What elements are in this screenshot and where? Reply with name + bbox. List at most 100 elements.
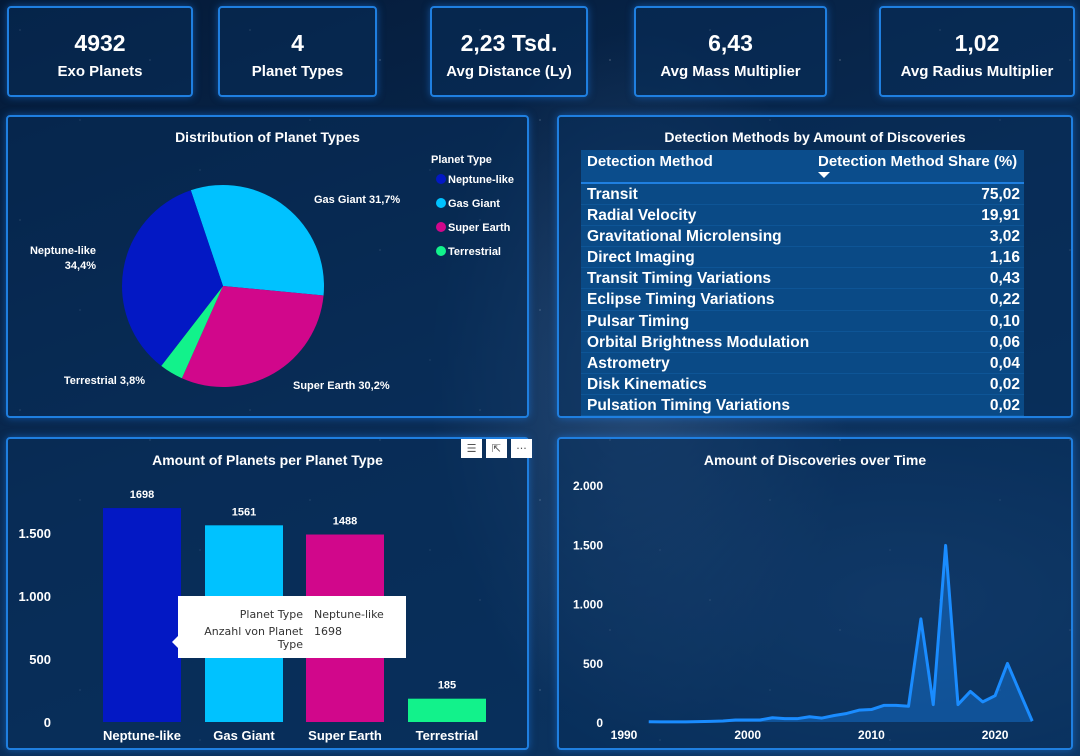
method-name: Pulsar Timing: [587, 312, 690, 330]
y-tick-label: 0: [44, 715, 51, 730]
line-chart-title: Amount of Discoveries over Time: [703, 452, 927, 468]
table-row[interactable]: Eclipse Timing Variations 0,22: [581, 289, 1024, 311]
table-row[interactable]: Pulsation Timing Variations 0,02: [581, 395, 1024, 417]
legend-item[interactable]: Super Earth: [448, 222, 511, 234]
pie-slice-terrestrial[interactable]: [161, 286, 223, 379]
column-header-method[interactable]: Detection Method: [587, 153, 713, 170]
table-row[interactable]: Gravitational Microlensing 3,02: [581, 226, 1024, 248]
pie-slice-super-earth[interactable]: [181, 286, 324, 387]
y-tick-label: 1.500: [573, 538, 603, 552]
method-share: 19,91: [981, 207, 1020, 225]
method-share: 75,02: [981, 186, 1020, 203]
kpi-value: 2,23 Tsd.: [460, 30, 558, 56]
kpi-label: Planet Types: [251, 63, 344, 80]
x-tick-label: 2010: [858, 728, 885, 742]
method-share: 0,02: [989, 375, 1020, 393]
method-name: Orbital Brightness Modulation: [587, 333, 810, 351]
pie-slice-neptune-like[interactable]: [122, 190, 223, 366]
bar-data-label: 1488: [333, 516, 357, 528]
y-tick-label: 1.000: [573, 598, 603, 612]
method-share: 0,02: [989, 396, 1020, 414]
pie-data-label: Super Earth 30,2%: [293, 380, 390, 392]
table-row[interactable]: Direct Imaging 1,16: [581, 247, 1024, 269]
tooltip-key: Planet Type: [239, 608, 303, 621]
tooltip-key: Anzahl von Planet Type: [204, 625, 303, 651]
method-share: 0,22: [989, 291, 1020, 309]
legend-marker: [436, 222, 446, 232]
x-tick-label: 2000: [734, 728, 761, 742]
tooltip-value: 1698: [314, 625, 342, 638]
kpi-avg-radius: 1,02 Avg Radius Multiplier: [879, 6, 1075, 97]
pie-slice-gas-giant[interactable]: [190, 185, 324, 296]
method-name: Direct Imaging: [587, 249, 695, 267]
column-header-share[interactable]: Detection Method Share (%): [818, 153, 1017, 182]
table-row[interactable]: Astrometry 0,04: [581, 353, 1024, 374]
detection-methods-table-panel: Detection Methods by Amount of Discoveri…: [557, 115, 1073, 418]
method-share: 1,16: [989, 249, 1020, 267]
pie-data-label: Terrestrial 3,8%: [64, 375, 145, 387]
x-tick-label: 1990: [611, 728, 638, 742]
focus-mode-icon[interactable]: ⇱: [486, 439, 507, 458]
pie-data-label: Neptune-like 34,4%: [30, 245, 96, 272]
table-header: Detection Method Detection Method Share …: [581, 150, 1024, 184]
legend-item[interactable]: Gas Giant: [448, 198, 500, 210]
table-row[interactable]: Radial Velocity 19,91: [581, 205, 1024, 227]
kpi-value: 6,43: [708, 30, 753, 56]
line-chart-panel[interactable]: Amount of Discoveries over Time 0 500 1.00…: [557, 437, 1073, 750]
x-tick-label: Terrestrial: [416, 728, 479, 743]
y-tick-label: 1.000: [18, 589, 51, 604]
method-share: 0,06: [989, 333, 1020, 351]
pie-data-label: Gas Giant 31,7%: [314, 194, 400, 206]
kpi-label: Avg Distance (Ly): [446, 63, 572, 80]
y-tick-label: 1.500: [18, 526, 51, 541]
bar-neptune-like[interactable]: [103, 508, 181, 722]
table-title: Detection Methods by Amount of Discoveri…: [664, 129, 966, 145]
method-share: 0,10: [989, 312, 1020, 330]
column-header-share-label: Detection Method Share (%): [818, 153, 1018, 170]
method-name: Pulsation Timing Variations: [587, 396, 790, 414]
table-row[interactable]: Transit 75,02: [581, 184, 1024, 206]
detection-methods-table: Detection Method Detection Method Share …: [581, 150, 1024, 417]
filter-icon[interactable]: ☰: [461, 439, 482, 458]
y-tick-label: 500: [29, 652, 51, 667]
pie-chart-title: Distribution of Planet Types: [175, 129, 360, 145]
kpi-value: 1,02: [954, 30, 1000, 56]
table-row[interactable]: Transit Timing Variations 0,43: [581, 268, 1024, 290]
legend-title: Planet Type: [431, 154, 492, 166]
table-row[interactable]: Orbital Brightness Modulation 0,06: [581, 332, 1024, 353]
table-row[interactable]: Pulsar Timing 0,10: [581, 311, 1024, 332]
method-name: Transit Timing Variations: [587, 270, 772, 288]
method-name: Radial Velocity: [587, 207, 697, 225]
legend-item[interactable]: Neptune-like: [448, 174, 514, 186]
discoveries-line[interactable]: [648, 543, 1034, 724]
bar-data-label: 1698: [130, 489, 154, 501]
legend-item[interactable]: Terrestrial: [448, 246, 501, 258]
line-chart[interactable]: 0 500 1.000 1.500 2.000 1990 2000 2010 2020: [559, 439, 1075, 752]
tooltip: Planet Type Neptune-like Anzahl von Plane…: [172, 596, 406, 658]
x-tick-label: Super Earth: [308, 728, 382, 743]
method-name: Gravitational Microlensing: [587, 228, 782, 246]
kpi-exo-planets: 4932 Exo Planets: [7, 6, 193, 97]
sort-descending-icon: [818, 172, 830, 178]
y-tick-label: 2.000: [573, 479, 603, 493]
more-options-button[interactable]: ···: [511, 439, 532, 458]
legend-marker: [436, 246, 446, 256]
method-share: 3,02: [989, 228, 1020, 246]
kpi-label: Avg Radius Multiplier: [900, 63, 1054, 80]
bar-chart-title: Amount of Planets per Planet Type: [152, 452, 383, 468]
bar-chart-panel[interactable]: Amount of Planets per Planet Type 0 500 1.…: [6, 437, 532, 750]
table-row[interactable]: Disk Kinematics 0,02: [581, 374, 1024, 395]
kpi-planet-types: 4 Planet Types: [218, 6, 377, 97]
x-tick-label: Neptune-like: [103, 728, 181, 743]
kpi-label: Avg Mass Multiplier: [660, 63, 801, 80]
kpi-avg-distance: 2,23 Tsd. Avg Distance (Ly): [430, 6, 588, 97]
pie-chart-panel[interactable]: Distribution of Planet Types Gas Giant 3…: [6, 115, 529, 418]
bar-terrestrial[interactable]: [408, 698, 486, 722]
kpi-value: 4: [291, 30, 304, 56]
method-name: Eclipse Timing Variations: [587, 291, 775, 309]
method-share: 0,43: [989, 270, 1020, 288]
legend-marker: [436, 198, 446, 208]
kpi-label: Exo Planets: [57, 63, 143, 80]
bar-data-label: 1561: [232, 506, 256, 518]
pie-chart[interactable]: Gas Giant 31,7% Super Earth 30,2% Terrestr…: [8, 117, 531, 420]
